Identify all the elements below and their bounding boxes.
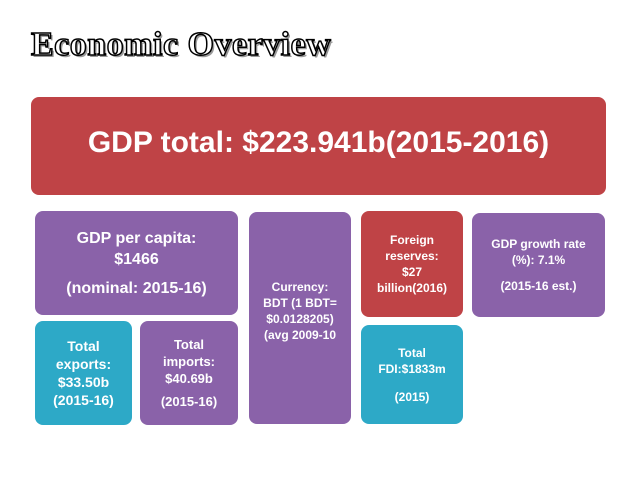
per-capita-note: (nominal: 2015-16) — [66, 279, 207, 297]
reserves-label-1: Foreign — [390, 233, 434, 247]
gdp-total-box: GDP total: $223.941b(2015-2016) — [31, 97, 606, 195]
exports-value: $33.50b — [57, 374, 110, 390]
growth-value: (%): 7.1% — [511, 253, 566, 267]
exports-label-2: exports: — [55, 356, 112, 372]
exports-period: (2015-16) — [53, 392, 114, 408]
currency-label: Currency: — [271, 280, 329, 294]
gdp-growth-box: GDP growth rate (%): 7.1% (2015-16 est.) — [472, 213, 605, 317]
exports-label-1: Total — [67, 338, 100, 354]
per-capita-value: $1466 — [114, 250, 159, 268]
currency-rate-2: $0.0128205) — [266, 312, 334, 326]
total-exports-box: Total exports: $33.50b (2015-16) — [35, 321, 132, 425]
fdi-label: Total — [398, 345, 426, 360]
currency-box: Currency: BDT (1 BDT= $0.0128205) (avg 2… — [249, 212, 351, 424]
reserves-value: $27 — [401, 265, 423, 279]
slide-title: Economic Overview — [30, 25, 332, 64]
gdp-total-text: GDP total: $223.941b(2015-2016) — [87, 126, 550, 159]
fdi-value: FDI:$1833m — [378, 361, 446, 376]
growth-label: GDP growth rate — [491, 237, 586, 251]
imports-value: $40.69b — [165, 371, 213, 386]
reserves-label-2: reserves: — [385, 249, 439, 263]
imports-period: (2015-16) — [160, 394, 218, 409]
foreign-reserves-box: Foreign reserves: $27 billion(2016) — [361, 211, 463, 317]
fdi-period: (2015) — [394, 389, 430, 404]
growth-period: (2015-16 est.) — [500, 279, 577, 293]
imports-label-2: imports: — [163, 354, 215, 369]
per-capita-label: GDP per capita: — [76, 229, 197, 247]
total-fdi-box: Total FDI:$1833m (2015) — [361, 325, 463, 424]
currency-period: (avg 2009-10 — [263, 328, 337, 342]
gdp-per-capita-box: GDP per capita: $1466 (nominal: 2015-16) — [35, 211, 238, 315]
reserves-period: billion(2016) — [376, 281, 447, 295]
currency-rate-1: BDT (1 BDT= — [263, 296, 337, 310]
imports-label-1: Total — [173, 337, 205, 352]
total-imports-box: Total imports: $40.69b (2015-16) — [140, 321, 238, 425]
